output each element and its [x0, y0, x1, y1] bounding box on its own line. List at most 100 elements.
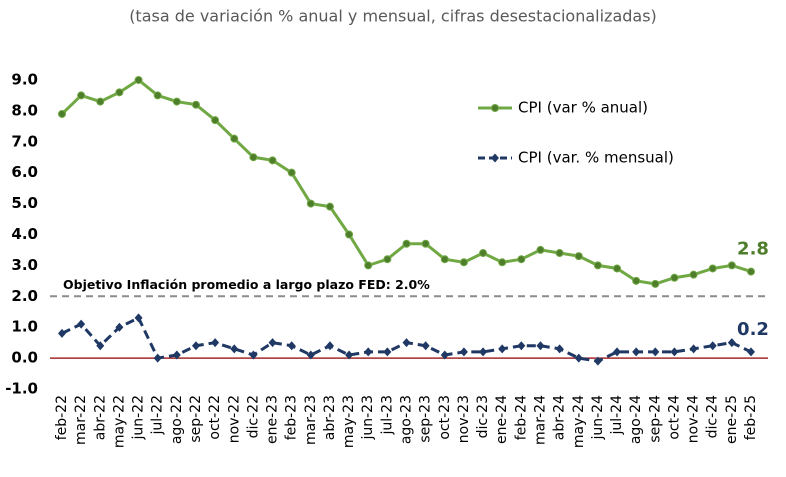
data-point	[306, 199, 315, 208]
x-tick-label: dic-23	[475, 395, 491, 438]
data-point	[498, 344, 507, 354]
x-tick-label: jul-24	[609, 395, 625, 436]
data-point	[479, 249, 488, 258]
data-point	[96, 97, 105, 106]
x-tick-label: ago-24	[628, 395, 644, 444]
data-point	[574, 353, 583, 363]
data-label: 2.8	[737, 239, 769, 260]
data-point	[153, 353, 162, 363]
x-tick-label: may-22	[111, 395, 127, 448]
data-point	[287, 341, 296, 351]
data-point	[459, 258, 468, 267]
data-point	[287, 168, 296, 177]
data-point	[632, 276, 641, 285]
data-point	[172, 350, 181, 360]
legend-label: CPI (var % anual)	[518, 99, 648, 117]
data-point	[632, 347, 641, 357]
data-point	[172, 97, 181, 106]
y-tick-label: 4.0	[11, 225, 38, 243]
data-point	[689, 344, 698, 354]
x-tick-label: sep-23	[418, 395, 434, 443]
data-point	[727, 261, 736, 270]
y-tick-label: -1.0	[5, 380, 38, 398]
data-point	[325, 202, 334, 211]
y-tick-label: 0.0	[11, 349, 38, 367]
x-tick-label: sep-24	[647, 395, 663, 443]
x-tick-label: may-24	[571, 395, 587, 448]
x-tick-label: feb-23	[284, 395, 300, 440]
x-tick-label: dic-22	[245, 395, 261, 438]
data-point	[421, 341, 430, 351]
x-tick-label: jul-22	[150, 395, 166, 436]
data-point	[555, 249, 564, 258]
x-tick-label: ene-23	[265, 395, 281, 444]
data-point	[747, 347, 755, 357]
x-tick-label: ago-22	[169, 395, 185, 444]
data-point	[670, 273, 679, 282]
data-point	[58, 328, 66, 338]
data-point	[498, 258, 507, 267]
y-tick-label: 9.0	[11, 70, 38, 88]
x-tick-label: jun-24	[590, 395, 606, 441]
data-point	[58, 109, 66, 118]
data-point	[383, 255, 392, 264]
data-point	[440, 350, 449, 360]
x-tick-label: ago-23	[399, 395, 415, 444]
data-point	[651, 347, 660, 357]
x-tick-label: abr-23	[322, 395, 338, 440]
data-point	[708, 264, 717, 273]
data-point	[268, 338, 277, 348]
chart-title: (tasa de variación % anual y mensual, ci…	[129, 7, 657, 26]
data-point	[689, 270, 698, 279]
y-tick-label: 2.0	[11, 287, 38, 305]
data-point	[306, 350, 315, 360]
x-tick-label: sep-22	[188, 395, 204, 443]
data-point	[440, 255, 449, 264]
data-point	[153, 91, 162, 100]
x-tick-label: jun-22	[131, 395, 147, 441]
data-point	[670, 347, 679, 357]
x-tick-label: mar-22	[73, 395, 89, 445]
data-point	[191, 100, 200, 109]
legend-marker	[491, 104, 499, 112]
x-tick-label: nov-22	[226, 395, 242, 443]
data-point	[593, 261, 602, 270]
y-tick-label: 8.0	[11, 101, 38, 119]
data-label: 0.2	[737, 319, 769, 340]
data-point	[230, 344, 239, 354]
x-tick-label: oct-24	[666, 395, 682, 440]
y-tick-label: 6.0	[11, 163, 38, 181]
data-point	[536, 245, 545, 254]
x-tick-label: feb-24	[513, 395, 529, 440]
data-point	[134, 313, 143, 323]
x-tick-label: nov-23	[456, 395, 472, 443]
data-point	[249, 350, 258, 360]
x-tick-label: may-23	[341, 395, 357, 448]
data-point	[727, 338, 736, 348]
x-tick-label: oct-22	[207, 395, 223, 440]
data-point	[115, 88, 124, 97]
legend-marker	[491, 153, 499, 163]
data-point	[77, 319, 86, 329]
data-point	[134, 75, 143, 84]
data-point	[96, 341, 105, 351]
data-point	[517, 341, 526, 351]
legend-label: CPI (var. % mensual)	[518, 149, 674, 167]
y-tick-label: 3.0	[11, 256, 38, 274]
x-tick-label: feb-25	[743, 395, 759, 440]
y-tick-label: 7.0	[11, 132, 38, 150]
reference-label: Objetivo Inflación promedio a largo plaz…	[63, 277, 430, 292]
x-tick-label: abr-24	[552, 395, 568, 440]
data-point	[613, 264, 622, 273]
data-point	[325, 341, 334, 351]
data-point	[230, 134, 239, 143]
data-point	[747, 267, 755, 276]
data-point	[115, 322, 124, 332]
data-point	[536, 341, 545, 351]
data-point	[383, 347, 392, 357]
x-tick-label: oct-23	[437, 395, 453, 440]
data-point	[345, 230, 354, 239]
x-tick-label: abr-22	[92, 395, 108, 440]
data-point	[479, 347, 488, 357]
